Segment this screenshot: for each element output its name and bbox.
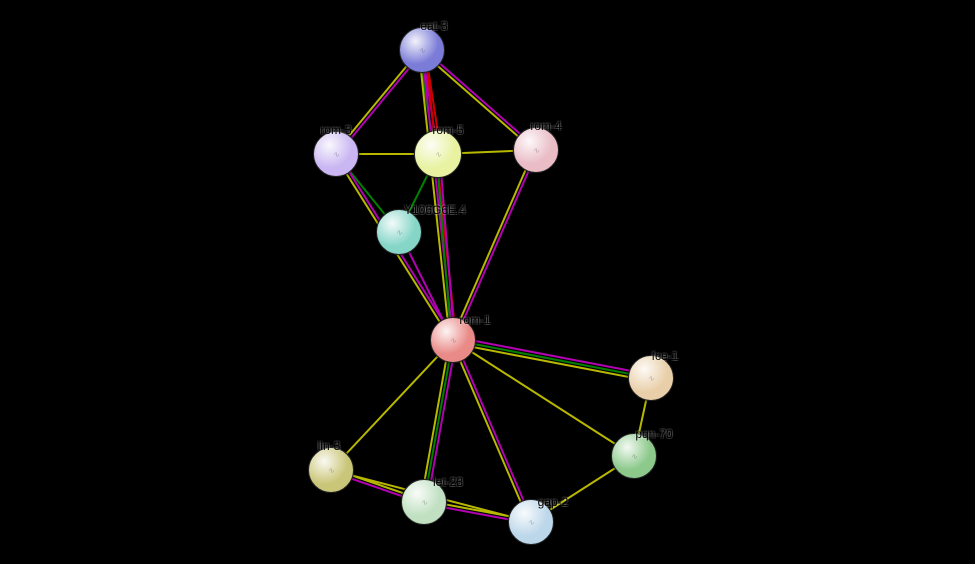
node-inner-icon: ∿	[400, 28, 444, 72]
node-inner-icon: ∿	[612, 434, 656, 478]
node-fce-1[interactable]: ∿	[628, 355, 674, 401]
node-inner-icon: ∿	[314, 132, 358, 176]
edge-eat-3-rom-1	[422, 50, 453, 340]
node-inner-icon: ∿	[402, 480, 446, 524]
node-eat-3[interactable]: ∿	[399, 27, 445, 73]
node-gap-2[interactable]: ∿	[508, 499, 554, 545]
edge-rom-1-fce-1	[452, 343, 650, 381]
node-rom-4[interactable]: ∿	[513, 127, 559, 173]
edge-rom-1-gap-2	[454, 339, 532, 521]
edge-eat-3-rom-1	[425, 50, 456, 340]
node-rom-1[interactable]: ∿	[430, 317, 476, 363]
edge-rom-5-rom-1	[436, 154, 451, 340]
edge-rom-1-lin-3	[331, 340, 453, 470]
edge-rom-1-pqn-70	[453, 340, 634, 456]
node-rom-5[interactable]: ∿	[414, 130, 462, 178]
edge-rom-1-fce-1	[453, 340, 651, 378]
edge-rom-4-rom-1	[452, 149, 535, 339]
node-Y106G6E4[interactable]: ∿	[376, 209, 422, 255]
node-inner-icon: ∿	[309, 448, 353, 492]
edge-rom-1-gap-2	[452, 341, 530, 523]
edge-rom-5-rom-1	[440, 154, 455, 340]
edge-rom-1-fce-1	[454, 337, 652, 375]
node-pqn-70[interactable]: ∿	[611, 433, 657, 479]
edge-rom-1-let-23	[424, 340, 453, 502]
node-inner-icon: ∿	[431, 318, 475, 362]
node-inner-icon: ∿	[415, 131, 461, 177]
node-let-23[interactable]: ∿	[401, 479, 447, 525]
edge-eat-3-rom-1	[419, 50, 450, 340]
edges-layer	[0, 0, 975, 564]
node-lin-3[interactable]: ∿	[308, 447, 354, 493]
node-inner-icon: ∿	[509, 500, 553, 544]
edge-rom-4-rom-1	[454, 151, 537, 341]
node-inner-icon: ∿	[377, 210, 421, 254]
node-rom-3[interactable]: ∿	[313, 131, 359, 177]
edge-rom-1-let-23	[427, 341, 456, 503]
edge-rom-1-let-23	[421, 339, 450, 501]
node-inner-icon: ∿	[629, 356, 673, 400]
network-canvas: ∿∿∿∿∿∿∿∿∿∿∿ eat-3rom-3rom-5rom-4Y106G6E.…	[0, 0, 975, 564]
node-inner-icon: ∿	[514, 128, 558, 172]
